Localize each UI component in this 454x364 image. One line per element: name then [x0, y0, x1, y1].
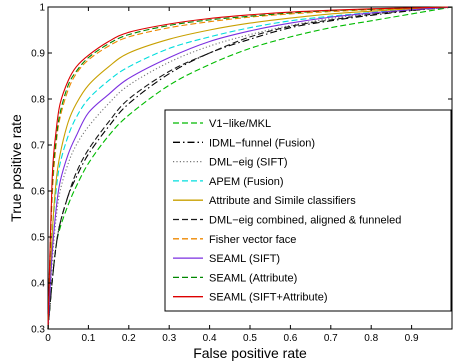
- legend-label: APEM (Fusion): [209, 176, 284, 188]
- series-line-9: [47, 6, 453, 330]
- y-axis-title: True positive rate: [8, 114, 24, 222]
- legend: V1−like/MKL IDML−funnel (Fusion) DML−eig (…: [164, 109, 452, 312]
- series-line-8: [47, 6, 453, 330]
- x-tick-label: 0.5: [243, 333, 257, 344]
- series-lines: [47, 6, 453, 330]
- x-tick-label: 0.6: [283, 333, 297, 344]
- x-tick-label: 0: [45, 333, 51, 344]
- x-tick-label: 0.7: [324, 333, 338, 344]
- series-line-6: [47, 6, 453, 330]
- legend-label: V1−like/MKL: [209, 118, 271, 130]
- legend-label: SEAML (SIFT): [209, 253, 280, 265]
- y-tick-label: 0.6: [31, 187, 45, 198]
- y-tick-label: 0.8: [31, 95, 45, 106]
- x-tick-label: 0.8: [364, 333, 378, 344]
- series-line-5: [47, 6, 453, 330]
- x-axis-ticks: 0 0.1 0.2 0.3 0.4 0.5 0.6 0.7 0.8 0.9: [45, 7, 419, 344]
- legend-label: SEAML (Attribute): [209, 272, 297, 284]
- series-line-4: [47, 6, 453, 330]
- x-tick-label: 0.9: [405, 333, 419, 344]
- x-tick-label: 0.2: [122, 333, 136, 344]
- y-tick-label: 0.4: [31, 279, 45, 290]
- legend-label: DML−eig (SIFT): [209, 157, 288, 169]
- legend-label: SEAML (SIFT+Attribute): [209, 292, 328, 304]
- y-tick-label: 0.3: [31, 325, 45, 336]
- y-tick-label: 1: [39, 3, 45, 14]
- y-tick-label: 0.5: [31, 233, 45, 244]
- series-line-2: [47, 6, 453, 330]
- series-line-3: [47, 6, 453, 330]
- legend-box: [164, 109, 452, 312]
- x-tick-label: 0.1: [81, 333, 95, 344]
- legend-label: Fisher vector face: [209, 234, 296, 246]
- legend-label: Attribute and Simile classifiers: [209, 195, 356, 207]
- legend-label: DML−eig combined, aligned & funneled: [209, 215, 401, 227]
- x-tick-label: 0.3: [162, 333, 176, 344]
- x-axis-title: False positive rate: [193, 345, 307, 361]
- y-tick-label: 0.9: [31, 49, 45, 60]
- series-line-1: [47, 6, 453, 330]
- y-tick-label: 0.7: [31, 141, 45, 152]
- x-tick-label: 0.4: [203, 333, 217, 344]
- series-line-10: [47, 6, 453, 330]
- legend-label: IDML−funnel (Fusion): [209, 137, 315, 149]
